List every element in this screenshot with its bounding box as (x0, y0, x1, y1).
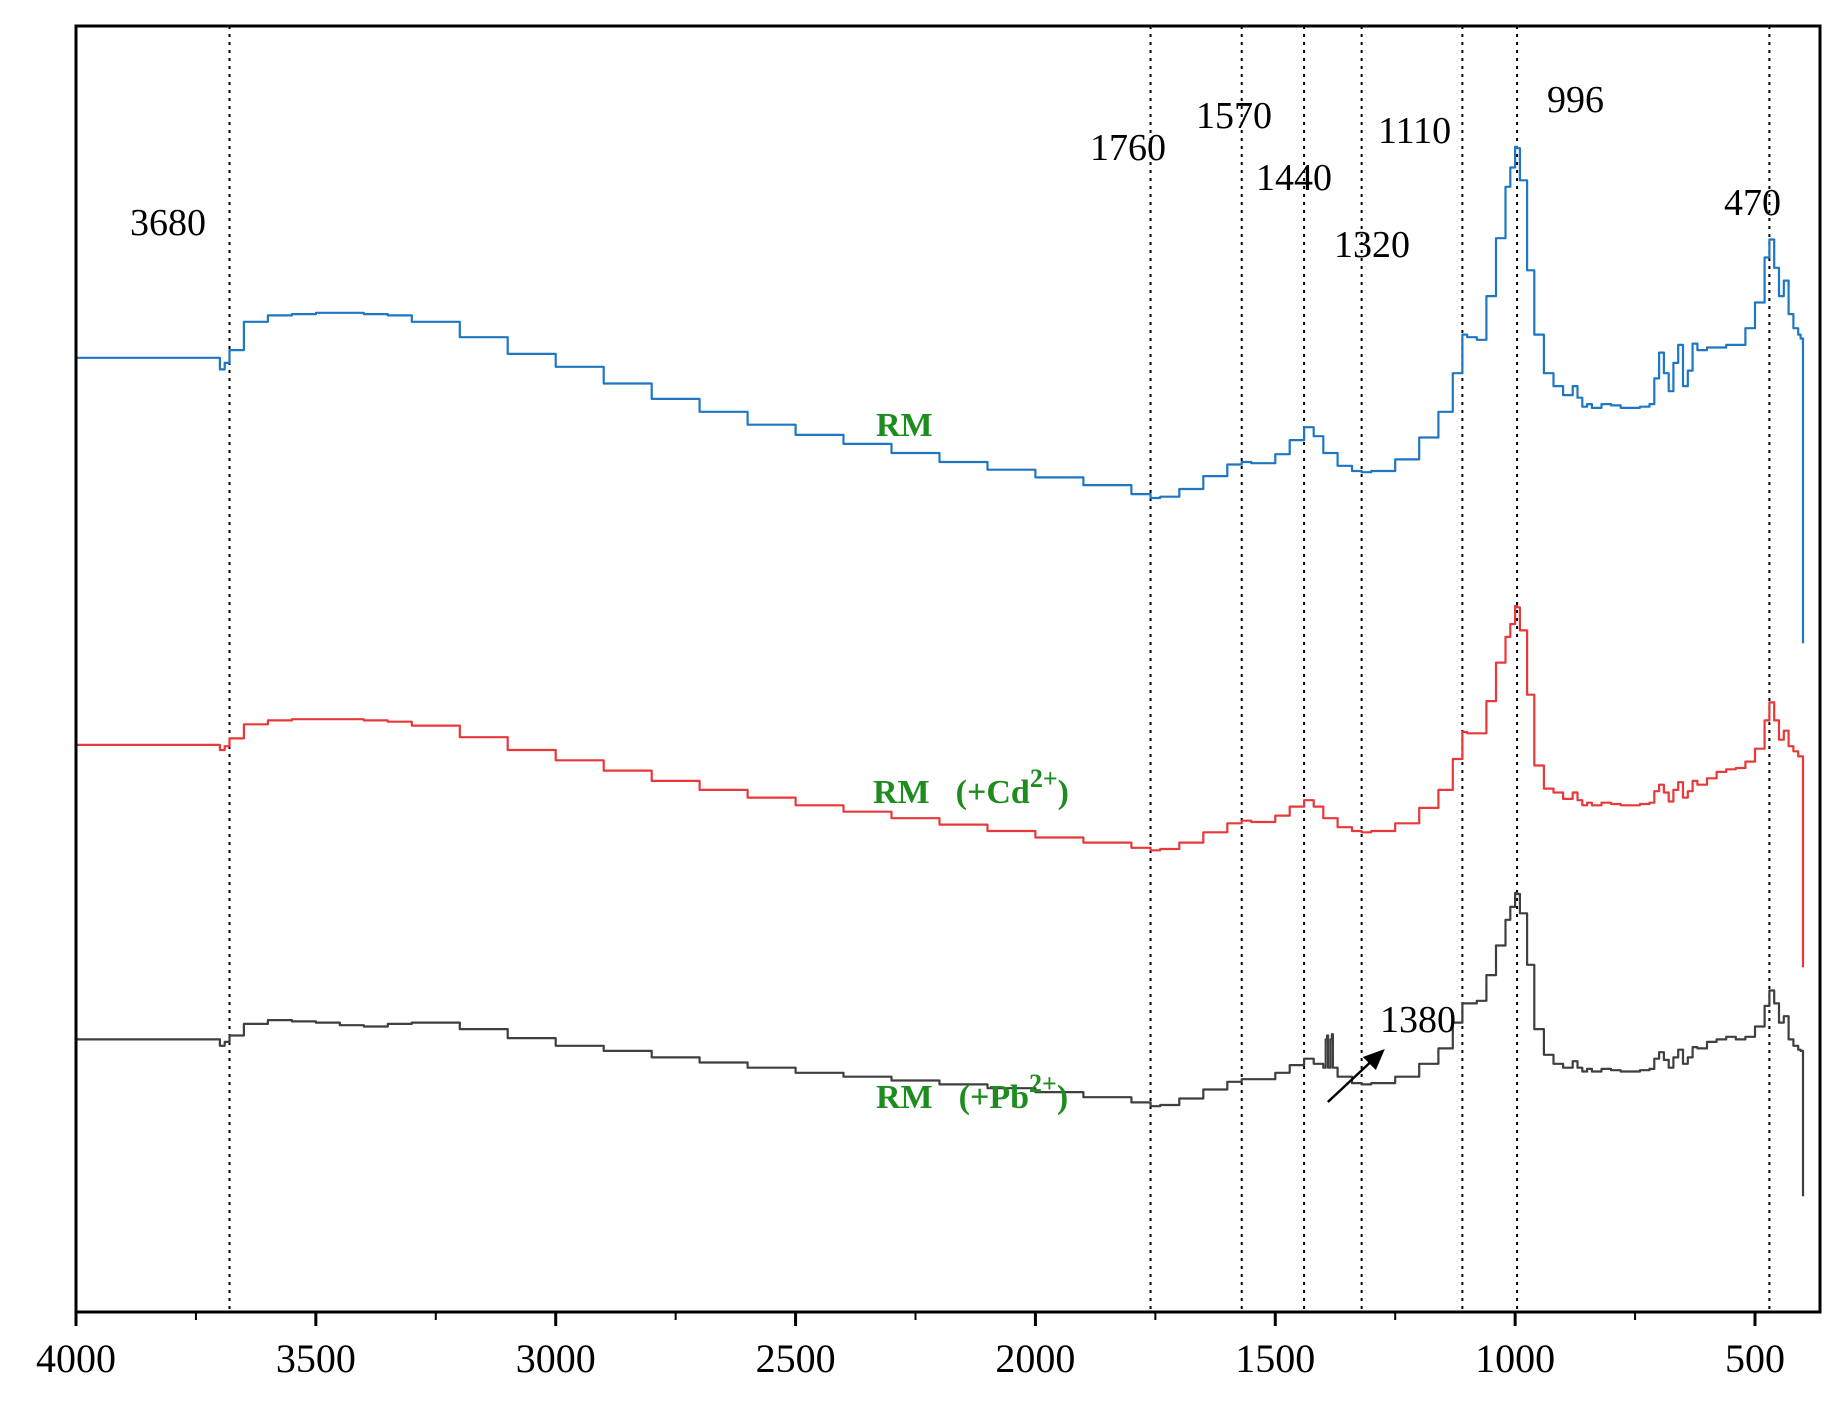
annotation-arrow-shaft (1326, 1057, 1376, 1103)
series-line-3 (76, 891, 1805, 1197)
series-label-1: RM (876, 407, 933, 444)
annotation-label: 1380 (1380, 999, 1456, 1041)
series-label-main: RM (876, 407, 933, 444)
series-line-1 (76, 145, 1805, 644)
x-tick-label-1500: 1500 (1235, 1336, 1315, 1381)
series-label-main: RM (873, 774, 930, 811)
annotation-layer: 1380 (1326, 999, 1456, 1103)
series-label-charge: 2+ (1029, 1069, 1057, 1098)
peak-label-1570: 1570 (1196, 95, 1272, 137)
x-axis-ticks: 4000 3500 3000 2500 2000 1500 1000 500 (36, 1312, 1785, 1381)
x-tick-label-500: 500 (1725, 1336, 1785, 1381)
annotation-arrow-head (1362, 1049, 1385, 1070)
series-label-charge: 2+ (1030, 764, 1058, 793)
peak-label-996: 996 (1547, 79, 1604, 121)
series-label-2: RM (+Cd2+) (873, 764, 1069, 811)
series-layer (76, 145, 1805, 1197)
peak-label-1320: 1320 (1334, 224, 1410, 266)
peak-label-470: 470 (1724, 182, 1781, 224)
reference-lines (228, 26, 1771, 1312)
peak-label-1440: 1440 (1256, 157, 1332, 199)
series-label-3: RM (+Pb2+) (876, 1069, 1068, 1116)
series-label-main: RM (876, 1079, 933, 1116)
x-tick-label-4000: 4000 (36, 1336, 116, 1381)
series-label-close: ) (1058, 774, 1069, 811)
x-tick-label-1000: 1000 (1475, 1336, 1555, 1381)
x-tick-label-3000: 3000 (516, 1336, 596, 1381)
x-tick-label-2000: 2000 (995, 1336, 1075, 1381)
plot-frame (74, 24, 1822, 1314)
peak-label-1110: 1110 (1378, 110, 1451, 152)
peak-label-1760: 1760 (1090, 127, 1166, 169)
x-tick-label-3500: 3500 (276, 1336, 356, 1381)
series-label-ion: (+Cd (956, 774, 1030, 811)
x-tick-label-2500: 2500 (756, 1336, 836, 1381)
series-line-2 (76, 604, 1805, 968)
series-label-ion: (+Pb (959, 1079, 1029, 1116)
series-label-close: ) (1057, 1079, 1068, 1116)
peak-label-3680: 3680 (130, 202, 206, 244)
